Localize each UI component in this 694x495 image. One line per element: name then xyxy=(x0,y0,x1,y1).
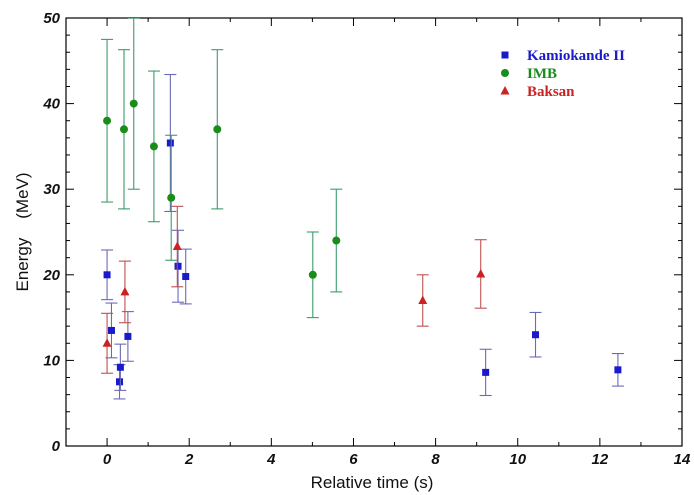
x-tick-label: 2 xyxy=(184,451,194,468)
data-point xyxy=(107,326,115,334)
data-point xyxy=(129,99,138,108)
data-point xyxy=(124,332,132,340)
legend-item: IMB xyxy=(501,66,557,82)
legend-marker xyxy=(500,86,510,95)
plot-border xyxy=(65,17,683,447)
y-tick-label: 50 xyxy=(43,10,60,27)
x-tick-label: 14 xyxy=(674,451,691,468)
x-axis: 0 2 4 6 8 10 12 14 xyxy=(65,18,691,468)
y-axis: 0 10 20 30 40 50 xyxy=(42,10,682,455)
legend: Kamiokande II IMB Baksan xyxy=(500,48,625,100)
data-point xyxy=(167,193,176,202)
data-point xyxy=(149,142,158,151)
y-tick-label: 20 xyxy=(42,267,60,284)
series-baksan xyxy=(101,205,487,374)
y-axis-label: Energy (MeV) xyxy=(13,172,32,291)
legend-item: Baksan xyxy=(500,84,575,100)
data-point xyxy=(174,262,182,270)
legend-label: Baksan xyxy=(527,84,575,100)
data-point xyxy=(103,271,111,279)
y-tick-label: 30 xyxy=(43,181,60,198)
data-point xyxy=(119,125,128,134)
x-axis-label: Relative time (s) xyxy=(311,473,434,492)
series-kamiokande-ii xyxy=(101,73,624,400)
x-tick-label: 4 xyxy=(266,451,276,468)
data-point xyxy=(172,241,182,251)
legend-label: IMB xyxy=(527,66,557,82)
y-tick-label: 40 xyxy=(42,96,60,113)
data-point xyxy=(116,378,124,386)
x-tick-label: 0 xyxy=(103,451,112,468)
x-tick-label: 12 xyxy=(592,451,609,468)
data-point xyxy=(166,139,174,147)
data-point xyxy=(532,331,540,339)
plot-frame xyxy=(65,17,683,447)
legend-label: Kamiokande II xyxy=(527,48,625,64)
data-point xyxy=(308,270,317,279)
x-tick-label: 10 xyxy=(509,451,526,468)
data-point xyxy=(614,366,622,374)
data-point xyxy=(116,363,124,371)
legend-item: Kamiokande II xyxy=(501,48,625,64)
legend-marker xyxy=(501,51,509,59)
x-tick-label: 8 xyxy=(431,451,440,468)
y-tick-label: 10 xyxy=(43,352,60,369)
data-marks xyxy=(101,18,624,400)
data-point xyxy=(120,286,130,296)
data-point xyxy=(103,116,112,125)
data-point xyxy=(476,268,486,278)
series-imb xyxy=(101,18,343,319)
x-tick-label: 6 xyxy=(349,451,358,468)
data-point xyxy=(102,338,112,347)
data-point xyxy=(482,368,490,376)
data-point xyxy=(182,273,190,281)
data-point xyxy=(418,295,428,304)
data-point xyxy=(213,125,222,134)
y-tick-label: 0 xyxy=(52,438,61,455)
data-point xyxy=(332,236,341,245)
legend-marker xyxy=(501,69,509,77)
